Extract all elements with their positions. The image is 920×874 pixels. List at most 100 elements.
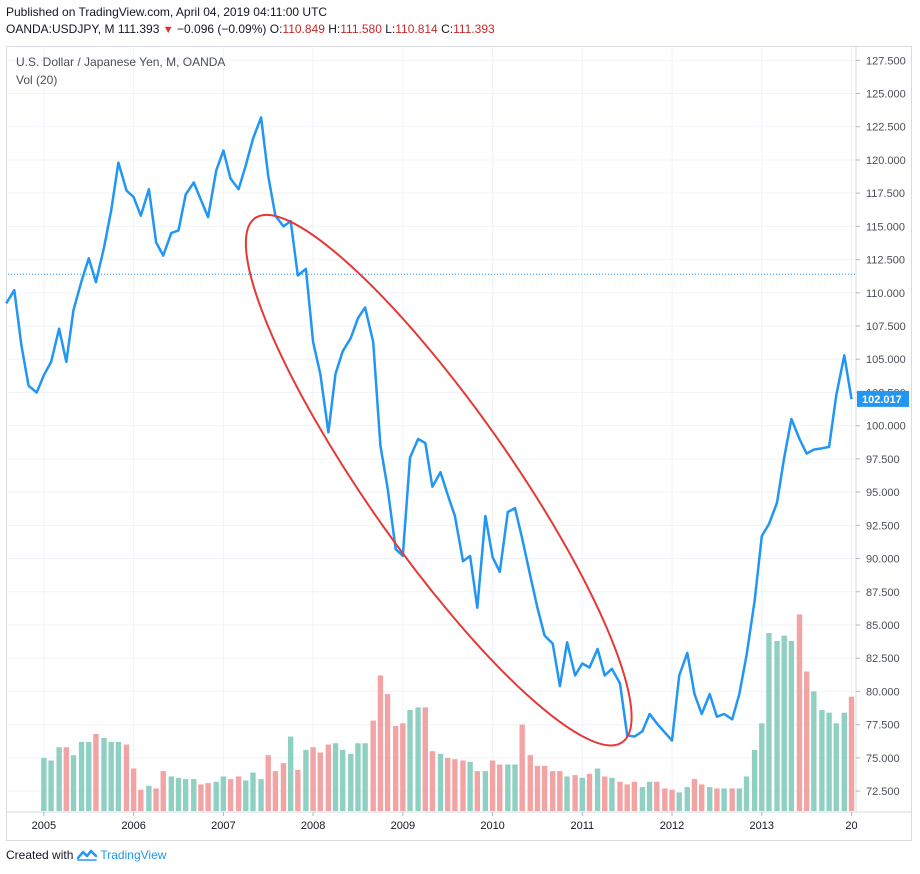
volume-bar [796,614,803,811]
volume-bar [766,632,772,811]
last-price-label: 102.017 [857,390,909,407]
volume-bar [220,776,227,811]
symbol-label: OANDA:USDJPY, M [6,22,115,36]
volume-bar [564,776,570,811]
volume-bar [572,775,578,811]
volume-bar [669,789,675,811]
last-price: 111.393 [117,22,160,36]
chart-legend: U.S. Dollar / Japanese Yen, M, OANDA Vol… [16,53,225,89]
tradingview-logo-icon [77,849,98,861]
y-tick-label: 95.000 [866,487,900,499]
y-tick-label: 87.500 [866,587,900,599]
y-tick-label: 92.500 [866,520,900,532]
volume-bar [63,747,70,811]
x-tick-label: 2010 [480,820,504,832]
symbol-quote-line: OANDA:USDJPY, M 111.393 ▼ −0.096 (−0.09%… [6,21,906,39]
volume-bar [287,736,294,811]
volume-bar [841,712,848,811]
footer: Created with TradingView [6,848,166,862]
close-label: C: [441,22,454,36]
low-label: L: [385,22,396,36]
volume-bar [384,694,391,811]
y-tick-label: 105.000 [866,354,906,366]
volume-bar [348,753,354,811]
y-tick-label: 77.500 [866,720,900,732]
volume-bar [631,781,638,811]
volume-bar [474,771,481,811]
volume-bar [534,765,541,811]
volume-bar [676,792,682,811]
x-tick-label: 2013 [750,820,774,832]
open-label: O: [269,22,283,36]
volume-bar [646,781,653,811]
chart-frame[interactable] [6,46,912,841]
volume-bar [482,771,489,811]
volume-bar [340,749,346,811]
x-tick-label: 2011 [570,820,594,832]
volume-bar [429,751,436,811]
volume-bar [788,640,795,811]
volume-bar [624,784,630,811]
last-price-tag [857,390,909,407]
volume-bar [130,768,137,811]
volume-bar [317,752,323,811]
volume-bar [295,769,301,811]
volume-bar [445,757,451,811]
volume-bar [250,772,256,811]
high-label: H: [328,22,341,36]
low-value: 110.814 [395,22,438,36]
volume-bar [602,776,608,811]
volume-bar [803,671,810,811]
volume-bar [213,781,219,811]
open-value: 110.849 [282,22,325,36]
time-axis[interactable]: 2005 2006 2007 2008 2009 2010 2011 2012 2013 20 [32,812,858,832]
y-tick-label: 80.000 [866,686,900,698]
volume-bar [698,784,705,811]
x-tick-label: 20 [845,820,857,832]
series-title: U.S. Dollar / Japanese Yen, M, OANDA [16,55,226,69]
volume-bar [355,743,361,811]
volume-bar [362,743,368,811]
volume-indicator-label: Vol (20) [16,73,58,87]
y-tick-label: 100.000 [866,421,906,433]
volume-bar [325,744,332,811]
volume-bar [48,760,54,811]
volume-bar [392,725,399,811]
volume-bar [579,777,585,811]
x-tick-label: 2009 [391,820,415,832]
volume-bar [332,743,339,811]
volume-bar [303,749,309,811]
volume-bar [751,749,758,811]
volume-bar [123,744,130,811]
volume-bar [101,737,107,811]
volume-bar [639,787,646,811]
tradingview-brand[interactable]: TradingView [100,848,167,862]
volume-bar [86,741,92,811]
price-axis[interactable]: 72.500 75.000 77.500 80.000 82.500 85.000 87.5… [856,55,906,798]
volume-bars [41,614,855,811]
y-tick-label: 107.500 [866,321,906,333]
volume-bar [707,787,713,811]
volume-bar [519,724,525,811]
volume-bar [182,779,189,811]
y-tick-label: 125.000 [866,89,906,101]
y-tick-label: 97.500 [866,454,900,466]
volume-bar [146,785,152,811]
price-change: −0.096 (−0.09%) [177,22,267,36]
created-with-text: Created with [6,848,74,862]
volume-bar [848,696,855,811]
y-tick-label: 122.500 [866,122,906,134]
y-tick-label: 117.500 [866,188,905,200]
volume-bar [721,788,727,811]
volume-bar [586,773,593,811]
volume-bar [265,755,271,811]
volume-bar [759,723,765,811]
volume-bar [774,640,780,811]
volume-bar [460,760,466,811]
volume-bar [819,710,825,811]
volume-bar [527,755,533,811]
close-value: 111.393 [453,22,495,36]
volume-bar [138,789,144,811]
volume-bar [826,712,832,811]
